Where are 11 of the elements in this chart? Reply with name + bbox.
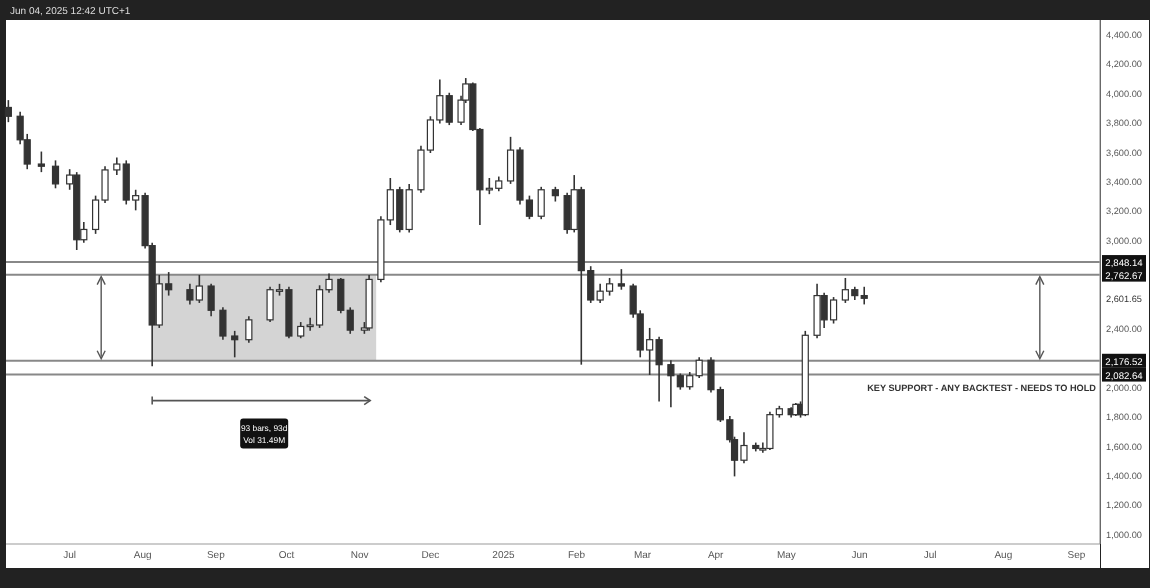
candlestick [245, 315, 253, 344]
candlestick [563, 191, 571, 235]
candlestick [51, 159, 60, 190]
candlestick [231, 330, 239, 359]
candlestick [219, 306, 227, 341]
candlestick [537, 186, 545, 220]
candlestick [813, 283, 821, 340]
candlestick [207, 283, 215, 317]
candlestick [617, 268, 625, 291]
candlestick [37, 150, 45, 173]
candlestick [4, 99, 12, 123]
